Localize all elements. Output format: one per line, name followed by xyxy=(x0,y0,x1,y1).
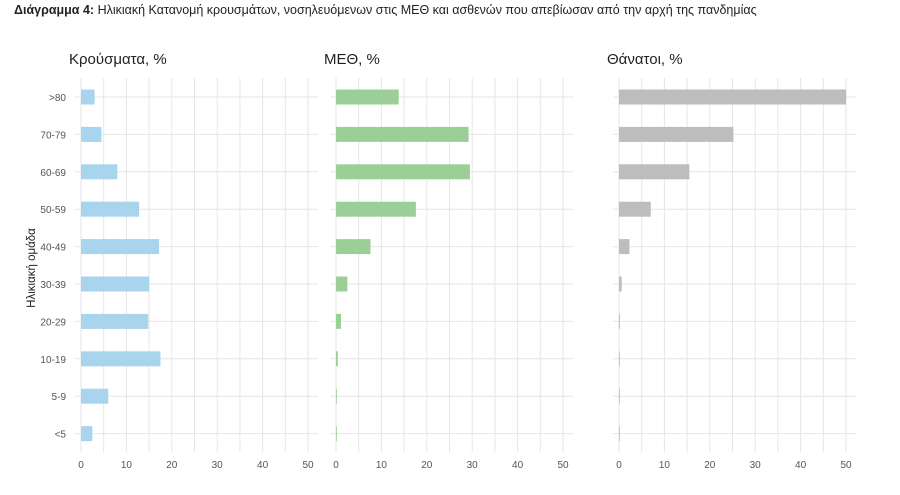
bar xyxy=(619,201,651,217)
bar xyxy=(336,313,341,329)
bar xyxy=(619,239,630,255)
panel-3: Θάνατοι, % 0 10 20 30 40 50 xyxy=(607,51,856,471)
bar xyxy=(336,239,371,255)
x-tick-label: 50 xyxy=(302,460,314,471)
bar xyxy=(81,351,161,367)
bar xyxy=(336,89,399,105)
panel-title: Κρούσματα, % xyxy=(69,51,167,68)
bar xyxy=(81,388,109,404)
x-tick-label: 0 xyxy=(78,460,84,471)
bar xyxy=(81,239,160,255)
y-tick-label: 10-19 xyxy=(40,355,66,366)
y-tick-label: 60-69 xyxy=(40,168,66,179)
x-tick-label: 40 xyxy=(512,460,524,471)
x-tick-label: 20 xyxy=(166,460,178,471)
bar xyxy=(81,313,149,329)
figure-title: Διάγραμμα 4: Ηλικιακή Κατανομή κρουσμάτω… xyxy=(14,3,757,17)
x-tick-label: 20 xyxy=(421,460,433,471)
bar xyxy=(336,201,416,217)
panel-title: ΜΕΘ, % xyxy=(324,51,380,68)
bar xyxy=(619,351,620,367)
y-tick-label: 70-79 xyxy=(40,130,66,141)
x-tick-label: 10 xyxy=(121,460,133,471)
x-tick-label: 40 xyxy=(257,460,269,471)
bar xyxy=(81,126,102,142)
y-tick-label: 30-39 xyxy=(40,280,66,291)
bar xyxy=(619,276,622,292)
bar xyxy=(619,313,620,329)
bar xyxy=(619,164,690,180)
bar xyxy=(336,388,337,404)
x-tick-label: 10 xyxy=(376,460,388,471)
bar xyxy=(336,126,469,142)
bar xyxy=(81,426,93,442)
y-tick-label: <5 xyxy=(55,430,67,441)
x-tick-label: 40 xyxy=(795,460,807,471)
bar xyxy=(81,201,140,217)
panel-title: Θάνατοι, % xyxy=(607,51,683,68)
y-tick-label: 5-9 xyxy=(52,392,67,403)
panel-1: Κρούσματα, % 0 10 20 30 40 50 xyxy=(69,51,318,471)
panel-2: ΜΕΘ, % 0 10 20 30 40 50 xyxy=(324,51,573,471)
y-tick-label: 50-59 xyxy=(40,205,66,216)
bar xyxy=(336,426,337,442)
figure-title-prefix: Διάγραμμα 4 xyxy=(14,3,90,17)
bar xyxy=(619,89,846,105)
y-tick-label: 40-49 xyxy=(40,243,66,254)
x-tick-label: 0 xyxy=(333,460,339,471)
bar xyxy=(619,388,620,404)
bar xyxy=(336,351,338,367)
y-tick-label: 20-29 xyxy=(40,317,66,328)
x-tick-label: 10 xyxy=(659,460,671,471)
bar xyxy=(336,164,470,180)
figure-title-text: Ηλικιακή Κατανομή κρουσμάτων, νοσηλευόμε… xyxy=(94,3,757,17)
bar xyxy=(81,89,95,105)
bar xyxy=(619,126,734,142)
bar xyxy=(81,276,150,292)
y-axis-label: Ηλικιακή ομάδα xyxy=(26,228,38,308)
x-tick-label: 20 xyxy=(704,460,716,471)
x-tick-label: 30 xyxy=(467,460,479,471)
x-tick-label: 50 xyxy=(557,460,569,471)
y-tick-label: >80 xyxy=(49,93,66,104)
x-tick-label: 50 xyxy=(840,460,852,471)
bar xyxy=(619,426,620,442)
x-tick-label: 30 xyxy=(212,460,224,471)
bar xyxy=(336,276,348,292)
x-tick-label: 0 xyxy=(616,460,622,471)
bar xyxy=(81,164,118,180)
x-tick-label: 30 xyxy=(750,460,762,471)
